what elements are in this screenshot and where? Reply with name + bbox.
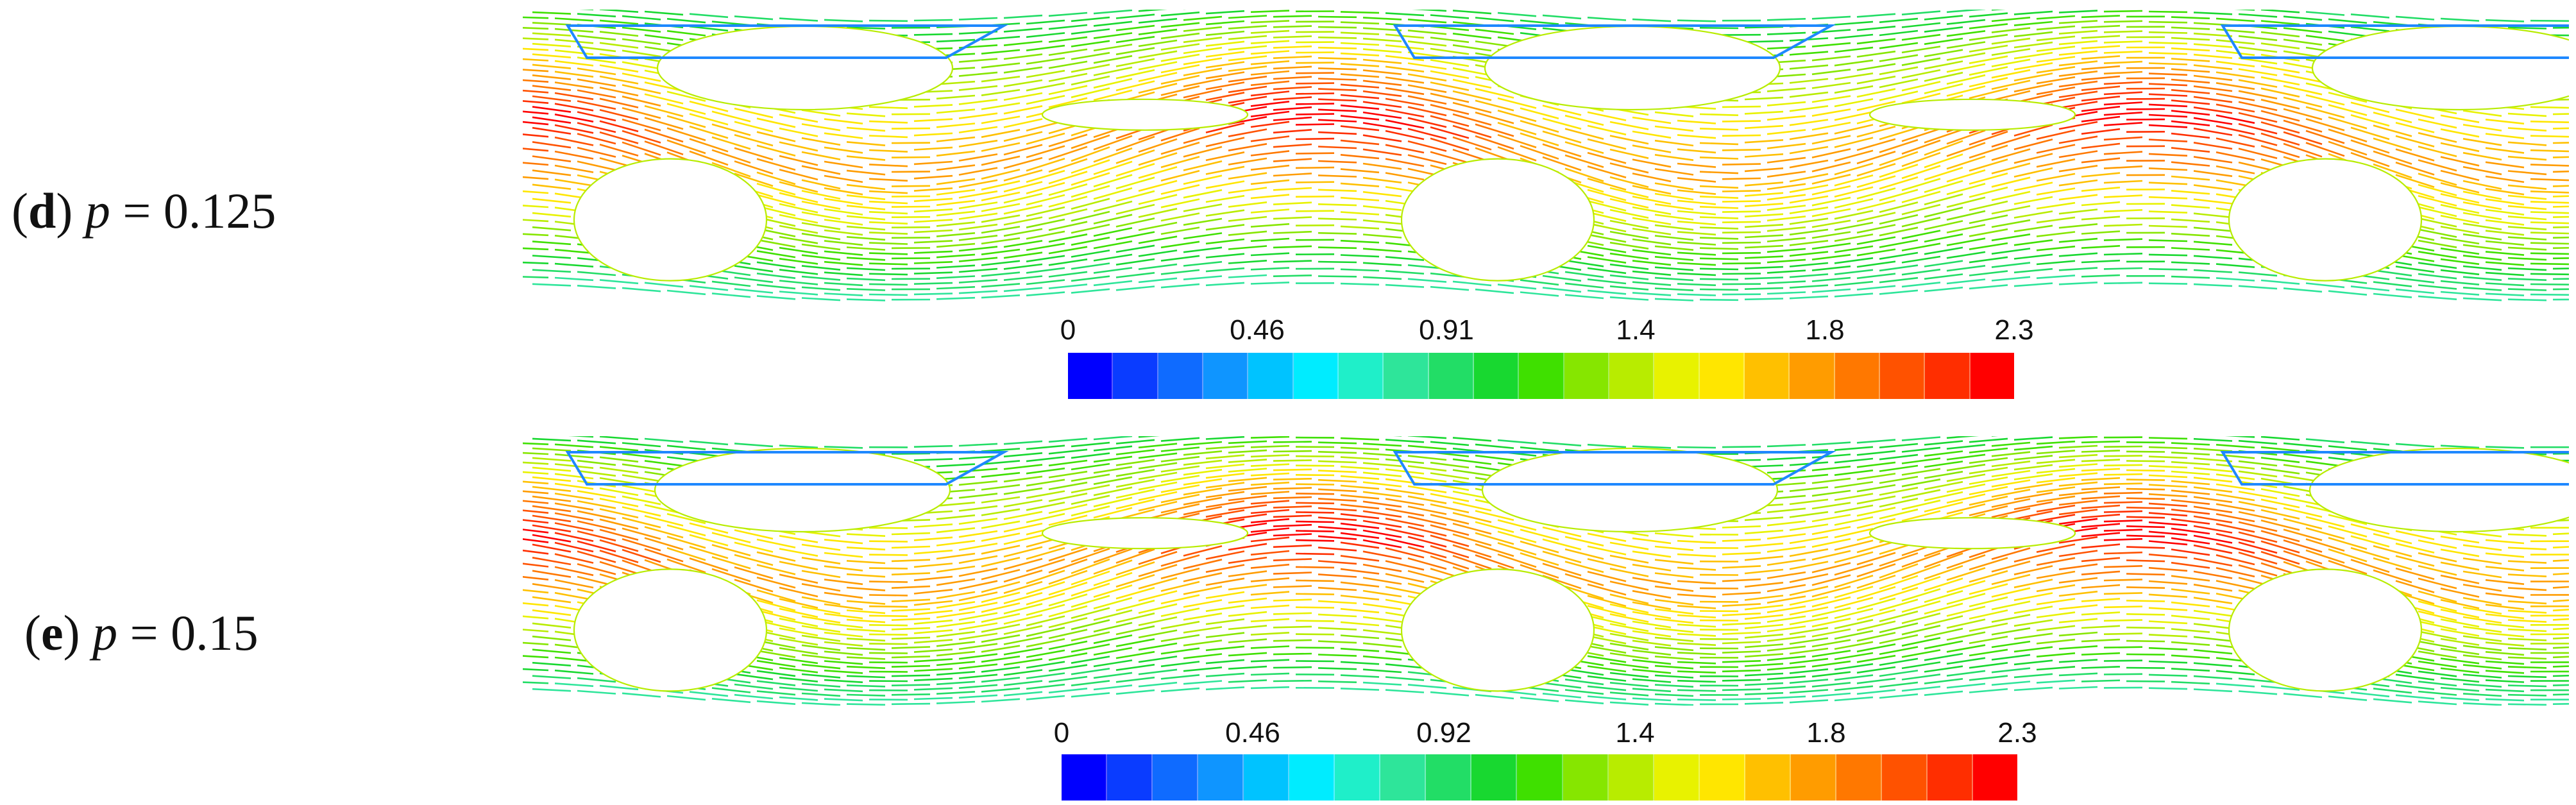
- colorbar-segment: [1113, 353, 1158, 399]
- colorbar-tick-label: 0: [1053, 717, 1070, 749]
- colorbar-segment: [1563, 754, 1609, 801]
- colorbar-segment: [1153, 754, 1199, 801]
- colorbar-segment: [1380, 754, 1427, 801]
- colorbar-tick-label: 0.91: [1419, 314, 1474, 346]
- colorbar-segment: [1248, 353, 1294, 399]
- panel-e-letter: e: [40, 605, 64, 661]
- panel-d-colorbar-ticks: 0 0.46 0.91 1.4 1.8 2.3: [1060, 314, 2034, 353]
- colorbar-segment: [1338, 353, 1384, 399]
- panel-d-streamline-plot: [523, 10, 2569, 301]
- colorbar-segment: [1293, 353, 1339, 399]
- colorbar-segment: [1471, 754, 1518, 801]
- colorbar-segment: [1925, 353, 1970, 399]
- colorbar-tick-label: 0.46: [1225, 717, 1280, 749]
- colorbar-segment: [1426, 754, 1472, 801]
- colorbar-tick-label: 0: [1060, 314, 1076, 346]
- colorbar-segment: [1384, 353, 1429, 399]
- colorbar-segment: [1198, 754, 1244, 801]
- panel-d-value: = 0.125: [123, 183, 276, 239]
- colorbar-segment: [1790, 353, 1835, 399]
- colorbar-segment: [1654, 353, 1700, 399]
- colorbar-tick-label: 0.92: [1416, 717, 1471, 749]
- panel-d-letter: d: [28, 183, 56, 239]
- colorbar-tick-label: 1.8: [1806, 717, 1846, 749]
- panel-e-streamline-plot: [523, 436, 2569, 706]
- panel-d-colorbar: [1068, 353, 2014, 399]
- colorbar-tick-label: 1.4: [1616, 314, 1656, 346]
- panel-e-label: (e) p = 0.15: [24, 605, 258, 661]
- colorbar-segment: [1335, 754, 1381, 801]
- panel-d-streamlines: [523, 10, 2569, 301]
- colorbar-segment: [1158, 353, 1203, 399]
- colorbar-segment: [1835, 353, 1880, 399]
- colorbar-segment: [1608, 754, 1654, 801]
- colorbar-segment: [1609, 353, 1655, 399]
- colorbar-segment: [1519, 353, 1564, 399]
- colorbar-segment: [1062, 754, 1108, 801]
- panel-e-colorbar-ticks: 0 0.46 0.92 1.4 1.8 2.3: [1054, 717, 2037, 756]
- colorbar-segment: [1970, 353, 2014, 399]
- colorbar-segment: [1289, 754, 1335, 801]
- panel-d-variable: p: [85, 183, 110, 239]
- colorbar-tick-label: 1.4: [1615, 717, 1655, 749]
- colorbar-tick-label: 0.46: [1230, 314, 1285, 346]
- colorbar-tick-label: 2.3: [1997, 717, 2037, 749]
- colorbar-segment: [1881, 754, 1928, 801]
- colorbar-segment: [1744, 353, 1790, 399]
- colorbar-segment: [1428, 353, 1474, 399]
- colorbar-segment: [1972, 754, 2017, 801]
- colorbar-segment: [1654, 754, 1700, 801]
- colorbar-segment: [1564, 353, 1609, 399]
- colorbar-segment: [1790, 754, 1836, 801]
- colorbar-tick-label: 2.3: [1994, 314, 2034, 346]
- colorbar-segment: [1745, 754, 1791, 801]
- colorbar-segment: [1699, 353, 1745, 399]
- colorbar-segment: [1068, 353, 1114, 399]
- colorbar-segment: [1244, 754, 1290, 801]
- panel-e-value: = 0.15: [130, 605, 258, 661]
- colorbar-segment: [1836, 754, 1882, 801]
- colorbar-segment: [1879, 353, 1926, 399]
- panel-e-colorbar: [1062, 754, 2017, 801]
- colorbar-tick-label: 1.8: [1805, 314, 1845, 346]
- panel-e-variable: p: [92, 605, 118, 661]
- colorbar-segment: [1107, 754, 1153, 801]
- colorbar-segment: [1203, 353, 1249, 399]
- colorbar-segment: [1927, 754, 1973, 801]
- panel-d-label: (d) p = 0.125: [12, 183, 276, 239]
- colorbar-segment: [1517, 754, 1563, 801]
- colorbar-segment: [1473, 353, 1520, 399]
- panel-e-streamlines: [523, 436, 2569, 706]
- colorbar-segment: [1699, 754, 1745, 801]
